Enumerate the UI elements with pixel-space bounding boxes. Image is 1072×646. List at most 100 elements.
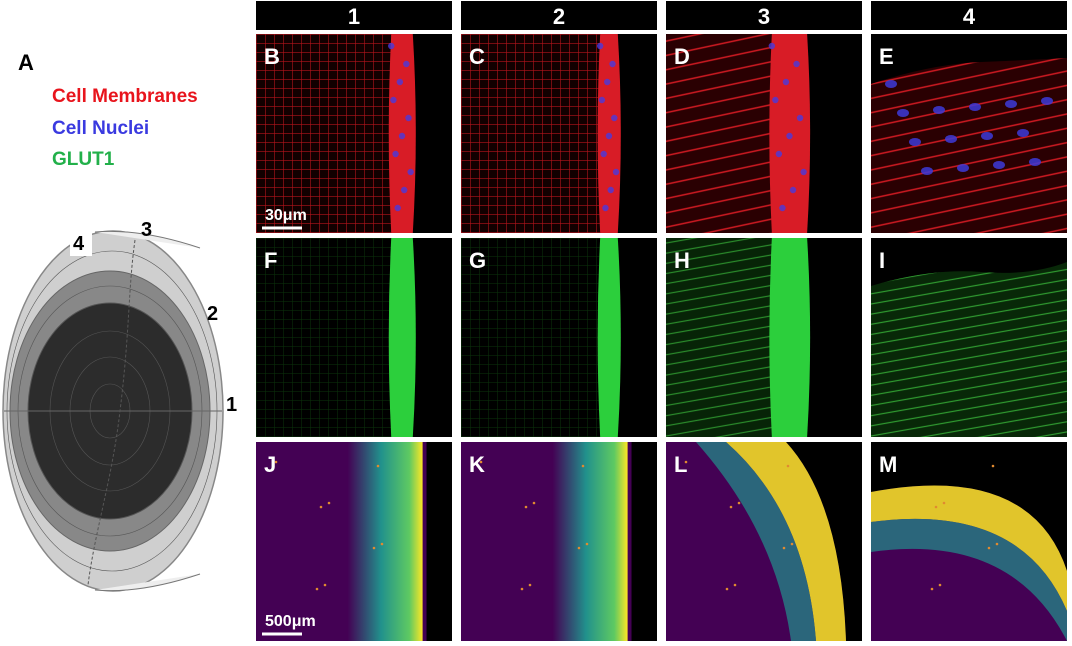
- nucleus: [612, 168, 620, 176]
- tissue: [871, 262, 1067, 437]
- panel-label: J: [264, 452, 276, 477]
- nucleus: [405, 114, 412, 122]
- image-panel: L: [666, 442, 862, 641]
- outside: [631, 442, 657, 641]
- column-header: 3: [758, 4, 770, 29]
- speck: [991, 464, 995, 468]
- speck: [372, 546, 376, 550]
- heat-band: [726, 442, 846, 641]
- nucleus: [394, 204, 401, 212]
- legend-item: Cell Nuclei: [52, 118, 149, 139]
- column-header: 2: [553, 4, 565, 29]
- speck: [942, 501, 946, 505]
- nucleus: [611, 114, 618, 122]
- image-panel: J: [256, 442, 452, 641]
- nucleus: [1017, 129, 1029, 137]
- speck: [790, 542, 794, 546]
- tissue: [871, 58, 1067, 233]
- image-panel: E: [871, 34, 1067, 233]
- nucleus: [1029, 158, 1041, 166]
- panel-label: F: [264, 248, 277, 273]
- speck: [319, 505, 323, 509]
- speck: [376, 464, 380, 468]
- panel-label: H: [674, 248, 690, 273]
- panel-label: B: [264, 44, 280, 69]
- speck: [479, 460, 483, 464]
- image-panel: I: [871, 238, 1067, 437]
- nucleus: [390, 96, 397, 104]
- nucleus: [604, 78, 611, 86]
- nucleus: [388, 42, 395, 50]
- speck: [934, 505, 938, 509]
- speck: [782, 546, 786, 550]
- nucleus: [789, 186, 797, 194]
- outside: [871, 442, 1067, 571]
- nucleus: [786, 132, 793, 140]
- panel-label: L: [674, 452, 687, 477]
- column-header-bg: [461, 1, 657, 30]
- diagram-label: 4: [73, 233, 85, 255]
- nucleus: [1041, 97, 1053, 105]
- image-panel: H: [666, 238, 862, 437]
- panel-label: K: [469, 452, 485, 477]
- image-panel: K: [461, 442, 657, 641]
- nucleus: [605, 132, 613, 140]
- speck: [930, 587, 934, 591]
- heat-halo: [696, 442, 816, 641]
- nucleus: [1005, 100, 1017, 108]
- column-header: 4: [963, 4, 976, 29]
- column-header-bg: [871, 1, 1067, 30]
- panel-label: G: [469, 248, 486, 273]
- tissue: [256, 34, 392, 233]
- diagram-label: 1: [226, 394, 237, 416]
- nucleus: [400, 186, 408, 194]
- tissue: [461, 238, 601, 437]
- epithelium: [597, 238, 621, 437]
- panel-label: D: [674, 44, 690, 69]
- speck: [520, 587, 524, 591]
- tissue: [256, 238, 392, 437]
- heat-band: [256, 442, 423, 641]
- panel-label: I: [879, 248, 885, 273]
- nucleus: [993, 161, 1005, 169]
- speck: [733, 583, 737, 587]
- panel-label: E: [879, 44, 894, 69]
- column-header: 1: [348, 4, 360, 29]
- nucleus: [392, 150, 399, 158]
- speck: [889, 460, 893, 464]
- epithelium: [388, 238, 416, 437]
- speck: [274, 460, 278, 464]
- tissue: [666, 34, 772, 233]
- speck: [577, 546, 581, 550]
- nucleus: [779, 204, 786, 212]
- nucleus: [796, 114, 804, 122]
- speck: [684, 460, 688, 464]
- nucleus: [598, 96, 606, 104]
- speck: [581, 464, 585, 468]
- diagram-label: 2: [207, 303, 218, 325]
- speck: [729, 505, 733, 509]
- nucleus: [885, 80, 897, 88]
- panel-label: M: [879, 452, 897, 477]
- nucleus: [782, 78, 790, 86]
- speck: [528, 583, 532, 587]
- heat-halo: [871, 518, 1067, 641]
- nucleus: [793, 60, 800, 68]
- speck: [938, 583, 942, 587]
- outside: [426, 442, 452, 641]
- legend-item: GLUT1: [52, 149, 115, 170]
- nucleus: [772, 96, 779, 104]
- image-panel: M: [871, 442, 1067, 641]
- tissue: [666, 238, 772, 437]
- image-panel: D: [666, 34, 862, 233]
- image-panel: B: [256, 34, 452, 233]
- scale-bar-label: 30μm: [265, 207, 307, 224]
- speck: [327, 501, 331, 505]
- image-panel: G: [461, 238, 657, 437]
- nucleus: [407, 168, 414, 176]
- nucleus: [933, 106, 945, 114]
- tissue: [461, 34, 601, 233]
- nucleus: [969, 103, 981, 111]
- nucleus: [909, 138, 921, 146]
